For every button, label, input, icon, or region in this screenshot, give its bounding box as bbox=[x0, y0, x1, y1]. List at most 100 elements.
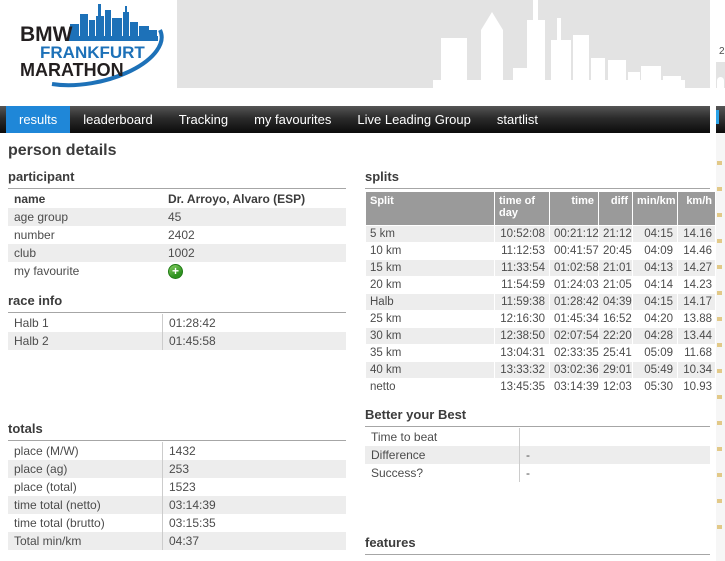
splits-cell: netto bbox=[366, 379, 494, 395]
splits-cell: 01:02:58 bbox=[550, 260, 599, 276]
race-info-row: Halb 2 01:45:58 bbox=[8, 332, 346, 350]
splits-column-header: time bbox=[550, 192, 598, 225]
splits-row: 30 km 12:38:50 02:07:54 22:20 04:28 13.44 bbox=[366, 328, 716, 344]
totals-row: time total (netto) 03:14:39 bbox=[8, 496, 346, 514]
bmw-frankfurt-marathon-logo: BMW FRANKFURT MARATHON bbox=[8, 2, 178, 100]
splits-cell: 03:02:36 bbox=[550, 362, 599, 378]
splits-cell: 14.16 bbox=[678, 226, 716, 242]
race-info-section: race info Halb 1 01:28:42 Halb 2 01:45:58 bbox=[8, 293, 346, 350]
totals-row: place (total) 1523 bbox=[8, 478, 346, 496]
better-your-best-row-value: - bbox=[519, 446, 710, 464]
splits-cell: 04:39 bbox=[599, 294, 632, 310]
splits-cell: 04:20 bbox=[633, 311, 677, 327]
splits-cell: 04:14 bbox=[633, 277, 677, 293]
race-info-row-value: 01:45:58 bbox=[162, 332, 346, 350]
nav-item-leaderboard[interactable]: leaderboard bbox=[83, 112, 153, 127]
totals-row-label: Total min/km bbox=[14, 534, 82, 548]
participant-row-label: my favourite bbox=[14, 264, 80, 278]
splits-cell: 05:49 bbox=[633, 362, 677, 378]
splits-cell: 01:45:34 bbox=[550, 311, 599, 327]
splits-cell: 12:16:30 bbox=[495, 311, 549, 327]
participant-table: name Dr. Arroyo, Alvaro (ESP) age group 45 n… bbox=[8, 190, 346, 280]
nav-item-startlist[interactable]: startlist bbox=[496, 112, 539, 127]
splits-cell: 04:15 bbox=[633, 226, 677, 242]
splits-cell: 01:24:03 bbox=[550, 277, 599, 293]
totals-row-value: 03:14:39 bbox=[162, 496, 346, 514]
splits-cell: 11:59:38 bbox=[495, 294, 549, 310]
splits-row: 10 km 11:12:53 00:41:57 20:45 04:09 14.46 bbox=[366, 243, 716, 259]
splits-cell: 04:28 bbox=[633, 328, 677, 344]
participant-row: number 2402 bbox=[8, 226, 346, 244]
participant-row-value: 1002 bbox=[168, 246, 195, 260]
better-your-best-row: Difference - bbox=[365, 446, 710, 464]
totals-row: place (ag) 253 bbox=[8, 460, 346, 478]
better-your-best-row: Time to beat bbox=[365, 428, 710, 446]
participant-row-value: + bbox=[162, 262, 346, 280]
splits-row: 20 km 11:54:59 01:24:03 21:05 04:14 14.23 bbox=[366, 277, 716, 293]
nav-item-results[interactable]: results bbox=[6, 106, 71, 133]
totals-row: place (M/W) 1432 bbox=[8, 442, 346, 460]
splits-column-header: km/h bbox=[678, 192, 716, 225]
race-info-table: Halb 1 01:28:42 Halb 2 01:45:58 bbox=[8, 314, 346, 350]
splits-cell: 05:09 bbox=[633, 345, 677, 361]
splits-cell: 22:20 bbox=[599, 328, 632, 344]
totals-table: place (M/W) 1432 place (ag) 253 place (total… bbox=[8, 442, 346, 550]
participant-row-value: Dr. Arroyo, Alvaro (ESP) bbox=[168, 192, 306, 206]
participant-row-label: age group bbox=[14, 210, 69, 224]
features-section: features bbox=[365, 535, 710, 555]
logo-swoosh bbox=[51, 29, 164, 88]
totals-row: time total (brutto) 03:15:35 bbox=[8, 514, 346, 532]
splits-cell: 01:28:42 bbox=[550, 294, 599, 310]
header-banner bbox=[177, 0, 710, 88]
splits-section: splits Split time of day time diff min/km km/… bbox=[365, 169, 716, 396]
participant-section: participant name Dr. Arroyo, Alvaro (ESP)… bbox=[8, 169, 346, 280]
splits-cell: 40 km bbox=[366, 362, 494, 378]
splits-cell: 10 km bbox=[366, 243, 494, 259]
participant-row: name Dr. Arroyo, Alvaro (ESP) bbox=[8, 190, 346, 208]
nav-item-tracking[interactable]: Tracking bbox=[178, 112, 229, 127]
better-your-best-row-label: Difference bbox=[371, 448, 426, 462]
participant-row-label: club bbox=[14, 246, 37, 260]
splits-cell: 11:33:54 bbox=[495, 260, 549, 276]
splits-cell: 13:33:32 bbox=[495, 362, 549, 378]
features-section-title: features bbox=[365, 535, 710, 555]
splits-row: 15 km 11:33:54 01:02:58 21:01 04:13 14.27 bbox=[366, 260, 716, 276]
participant-row: club 1002 bbox=[8, 244, 346, 262]
splits-cell: 10.34 bbox=[678, 362, 716, 378]
splits-cell: 13.88 bbox=[678, 311, 716, 327]
splits-cell: 00:21:12 bbox=[550, 226, 599, 242]
totals-section: totals place (M/W) 1432 place (ag) 253 place… bbox=[8, 421, 346, 550]
participant-row-label: number bbox=[14, 228, 55, 242]
splits-cell: 03:14:39 bbox=[550, 379, 599, 395]
nav-item-my-favourites[interactable]: my favourites bbox=[254, 112, 332, 127]
splits-cell: 11:12:53 bbox=[495, 243, 549, 259]
splits-cell: 02:07:54 bbox=[550, 328, 599, 344]
adjacent-fragment-text: 2 bbox=[719, 46, 725, 57]
splits-cell: 13.44 bbox=[678, 328, 716, 344]
splits-cell: 14.27 bbox=[678, 260, 716, 276]
splits-cell: 04:09 bbox=[633, 243, 677, 259]
splits-cell: 00:41:57 bbox=[550, 243, 599, 259]
logo-event-text: FRANKFURT bbox=[40, 43, 145, 62]
splits-cell: 14.46 bbox=[678, 243, 716, 259]
better-your-best-section-title: Better your Best bbox=[365, 407, 710, 427]
splits-cell: 05:30 bbox=[633, 379, 677, 395]
splits-cell: Halb bbox=[366, 294, 494, 310]
splits-column-header: diff bbox=[599, 192, 632, 225]
splits-cell: 5 km bbox=[366, 226, 494, 242]
nav-item-live-leading-group[interactable]: Live Leading Group bbox=[357, 112, 471, 127]
better-your-best-row-label: Success? bbox=[371, 466, 424, 480]
splits-cell: 11.68 bbox=[678, 345, 716, 361]
better-your-best-row-label: Time to beat bbox=[371, 430, 438, 444]
better-your-best-row-value bbox=[519, 428, 710, 446]
add-favourite-icon[interactable]: + bbox=[168, 263, 183, 279]
splits-cell: 02:33:35 bbox=[550, 345, 599, 361]
splits-cell: 29:01 bbox=[599, 362, 632, 378]
splits-cell: 12:03 bbox=[599, 379, 632, 395]
splits-row: Halb 11:59:38 01:28:42 04:39 04:15 14.17 bbox=[366, 294, 716, 310]
adjacent-skyline-fragment bbox=[717, 77, 724, 88]
splits-row: 40 km 13:33:32 03:02:36 29:01 05:49 10.34 bbox=[366, 362, 716, 378]
adjacent-banner-fragment bbox=[716, 62, 725, 88]
splits-cell: 21:12 bbox=[599, 226, 632, 242]
logo-brand-text: BMW bbox=[20, 23, 73, 46]
